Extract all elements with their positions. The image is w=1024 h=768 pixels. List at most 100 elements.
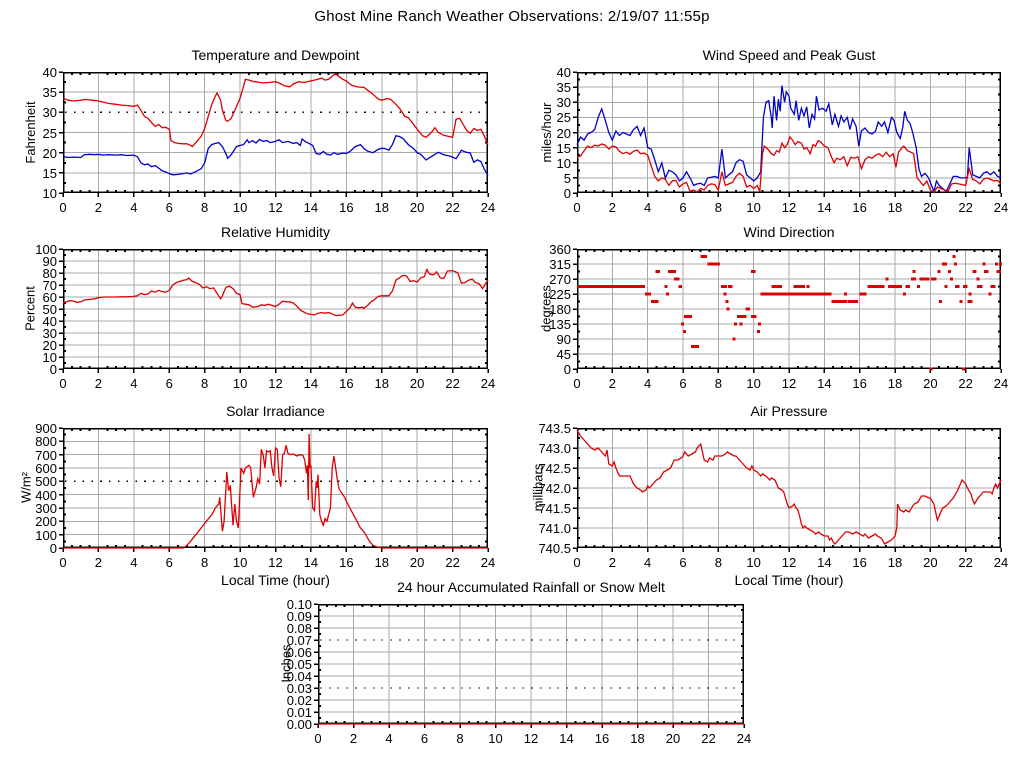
minor-tick-dot <box>292 545 295 547</box>
minor-tick-dot <box>902 545 905 547</box>
minor-tick-dot <box>478 545 481 547</box>
minor-tick-dot <box>938 429 941 431</box>
minor-tick-dot <box>998 285 1000 288</box>
minor-tick-dot <box>371 190 374 192</box>
minor-tick-dot <box>578 330 580 333</box>
minor-tick-dot <box>664 429 667 431</box>
minor-tick-dot <box>741 705 743 707</box>
chart-title-rainfall: 24 hour Accumulated Rainfall or Snow Mel… <box>397 579 665 595</box>
minor-tick-dot <box>361 721 364 723</box>
y-tick-label: 0.05 <box>286 657 312 672</box>
minor-tick-dot <box>115 429 118 431</box>
minor-tick-dot <box>256 190 259 192</box>
minor-tick-dot <box>655 190 658 192</box>
y-tick-label: 25 <box>556 110 571 126</box>
minor-tick-dot <box>998 78 1000 81</box>
minor-tick-dot <box>849 190 852 192</box>
y-tick-label: 742.0 <box>538 481 571 496</box>
series-seg-wind-direction <box>949 277 953 281</box>
plot-svg-wind_speed_gust <box>573 71 1002 197</box>
minor-tick-dot <box>115 190 118 192</box>
y-axis-label-temperature_dewpoint: Fahrenheit <box>22 100 38 164</box>
minor-tick-dot <box>123 429 126 431</box>
minor-tick-dot <box>690 545 693 547</box>
series-seg-wind-direction <box>707 262 721 266</box>
series-seg-wind-direction <box>955 285 960 288</box>
minor-tick-dot <box>699 366 702 368</box>
minor-tick-dot <box>998 517 1000 519</box>
x-tick-label: 4 <box>130 555 138 570</box>
series-line-air-pressure <box>576 429 1002 545</box>
minor-tick-dot <box>841 73 843 75</box>
minor-tick-dot <box>743 429 746 431</box>
x-tick-label: 14 <box>303 200 319 215</box>
x-tick-label: 10 <box>746 376 761 391</box>
minor-tick-dot <box>467 605 470 607</box>
minor-tick-dot <box>106 545 109 547</box>
minor-tick-dot <box>955 73 958 75</box>
minor-tick-dot <box>920 545 923 547</box>
minor-tick-dot <box>841 190 843 192</box>
minor-tick-dot <box>283 545 286 547</box>
x-axis-label-solar_irradiance: Local Time (hour) <box>221 572 330 588</box>
minor-tick-dot <box>741 609 743 611</box>
minor-tick-dot <box>805 545 808 547</box>
minor-tick-dot <box>379 721 382 723</box>
y-tick-label: 35 <box>42 85 57 101</box>
chart-title-relative_humidity: Relative Humidity <box>221 224 330 240</box>
minor-tick-dot <box>743 545 746 547</box>
minor-tick-dot <box>699 429 702 431</box>
minor-tick-dot <box>319 633 321 635</box>
x-tick-label: 22 <box>445 376 460 391</box>
y-tick-label: 0.06 <box>286 645 312 660</box>
x-tick-label: 14 <box>559 731 574 746</box>
series-seg-wind-direction <box>905 285 911 288</box>
minor-tick-dot <box>318 73 321 75</box>
minor-tick-dot <box>301 545 304 547</box>
minor-tick-dot <box>389 366 392 368</box>
minor-tick-dot <box>405 605 408 607</box>
minor-tick-dot <box>396 605 399 607</box>
minor-tick-dot <box>708 545 711 547</box>
minor-tick-dot <box>469 190 472 192</box>
minor-tick-dot <box>433 250 436 252</box>
series-seg-wind-direction <box>674 277 680 281</box>
minor-tick-dot <box>832 250 835 252</box>
minor-tick-dot <box>503 721 506 723</box>
minor-tick-dot <box>150 190 153 192</box>
minor-tick-dot <box>938 545 941 547</box>
x-tick-label: 4 <box>130 200 138 215</box>
minor-tick-dot <box>64 290 66 292</box>
series-seg-wind-direction <box>912 270 916 273</box>
minor-tick-dot <box>64 473 66 476</box>
minor-tick-dot <box>389 190 392 192</box>
minor-tick-dot <box>982 429 985 431</box>
x-tick-label: 6 <box>679 200 687 215</box>
series-seg-wind-direction <box>655 270 661 273</box>
x-axis-label-air_pressure: Local Time (hour) <box>734 572 844 588</box>
x-tick-label: 24 <box>993 200 1009 215</box>
x-tick-label: 0 <box>59 555 67 570</box>
minor-tick-dot <box>982 250 985 252</box>
minor-tick-dot <box>325 605 328 607</box>
series-seg-wind-direction <box>963 285 968 288</box>
minor-tick-dot <box>947 73 949 75</box>
minor-tick-dot <box>159 190 162 192</box>
minor-tick-dot <box>796 190 799 192</box>
minor-tick-dot <box>485 266 487 268</box>
minor-tick-dot <box>849 366 852 368</box>
minor-tick-dot <box>620 429 623 431</box>
minor-tick-dot <box>185 366 188 368</box>
minor-tick-dot <box>336 73 339 75</box>
minor-tick-dot <box>88 250 91 252</box>
minor-tick-dot <box>221 545 224 547</box>
minor-tick-dot <box>708 250 711 252</box>
minor-tick-dot <box>398 429 401 431</box>
x-tick-label: 0 <box>314 731 322 746</box>
minor-tick-dot <box>998 108 1000 111</box>
series-seg-wind-direction <box>968 292 972 296</box>
minor-tick-dot <box>469 73 472 75</box>
x-tick-label: 22 <box>958 555 973 570</box>
x-tick-label: 2 <box>608 376 616 391</box>
